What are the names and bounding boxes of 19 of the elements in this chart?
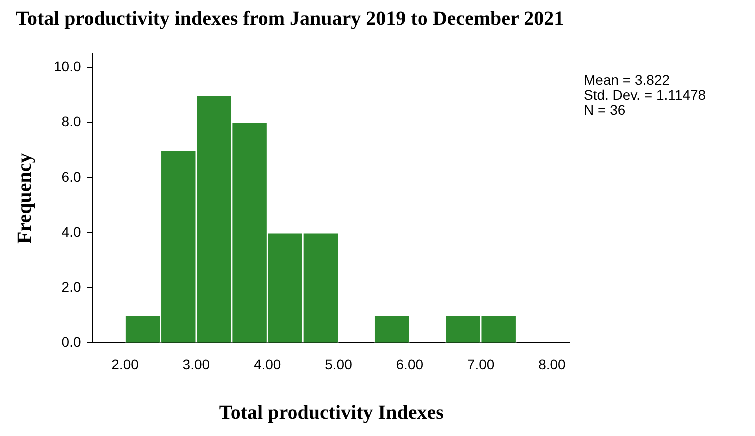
text: N = 36 [584, 102, 626, 118]
text: Mean = 3.822 [584, 72, 670, 88]
y-tick-label: 8.0 [62, 114, 82, 130]
y-tick-label: 6.0 [62, 168, 82, 185]
x-tick-label: 7.00 [467, 356, 495, 372]
x-tick-label: 6.00 [396, 356, 424, 372]
x-tick-label: 4.00 [254, 356, 282, 372]
x-axis-title: Total productivity Indexes [219, 402, 444, 424]
y-tick-label: 10.0 [54, 58, 82, 75]
y-tick-label: 0.0 [62, 334, 82, 350]
y-tick-label: 4.0 [62, 224, 82, 240]
x-tick-label: 3.00 [182, 356, 210, 372]
text: Std. Dev. = 1.11478 [584, 86, 706, 103]
chart-title: Total productivity indexes from January 2019 to December 2021 [16, 8, 564, 30]
x-tick-label: 5.00 [325, 356, 353, 372]
x-tick-label: 8.00 [538, 356, 566, 372]
y-tick-label: 2.0 [62, 278, 82, 295]
y-axis-title: Frequency [14, 153, 36, 244]
x-tick-label: 2.00 [112, 356, 140, 372]
